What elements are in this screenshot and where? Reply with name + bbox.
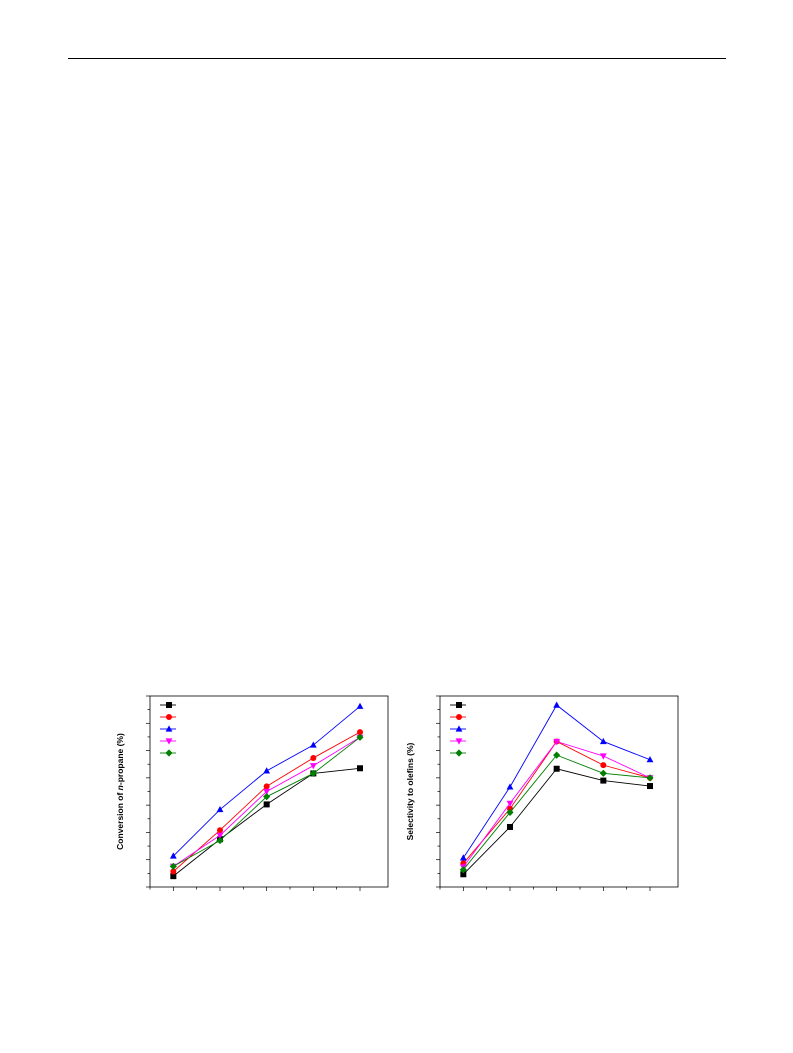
legend [450,702,466,757]
series-line [462,754,651,871]
data-point [216,836,224,845]
legend-marker [165,738,173,745]
data-point [357,765,363,772]
data-point [599,753,607,760]
data-point [507,823,513,830]
series-1 [460,765,653,878]
data-point [216,805,224,813]
legend-marker [455,738,463,745]
data-point [646,756,654,763]
series-2 [170,729,363,875]
series-line [173,705,361,857]
legend-marker [165,749,173,757]
data-point [357,729,363,736]
y-axis-label: Conversion of n-propane (%) [115,733,125,850]
data-point [310,754,317,761]
data-point [553,738,561,746]
data-point [506,800,514,807]
data-point [600,762,607,769]
data-point [356,702,364,709]
selectivity-chart: Selectivity to olefins (%) [400,690,690,905]
data-point [216,832,224,839]
legend-marker [456,714,462,720]
y-axis-label: Selectivity to olefins (%) [405,742,415,840]
series-line [462,740,651,864]
data-point [263,767,271,774]
data-point [309,769,317,778]
series-line [463,768,651,875]
data-point [309,763,317,770]
data-point [170,868,177,875]
data-point [170,873,177,880]
data-point [600,777,607,784]
data-point [553,701,561,708]
data-point [647,783,653,790]
data-point [506,783,514,790]
series-3 [459,701,654,861]
plot-frame [439,695,679,888]
data-point [309,741,317,748]
data-point [599,769,607,777]
data-point [459,854,467,861]
legend [160,702,176,757]
data-point [460,871,467,878]
legend-marker [166,702,172,708]
series-line [462,740,651,868]
series-3 [169,702,364,859]
data-point [217,827,223,834]
data-point [553,765,560,772]
legend-marker [165,725,173,732]
legend-marker [166,714,172,720]
header-rule [68,58,726,59]
conversion-chart-svg: Conversion of n-propane (%) [115,695,389,891]
legend-marker [455,725,463,732]
conversion-chart: Conversion of n-propane (%) [110,690,400,905]
data-point [169,852,177,859]
legend-marker [456,702,462,708]
legend-marker [455,749,463,757]
data-point [263,801,270,808]
series-1 [170,765,363,880]
data-point [263,788,271,796]
data-point [599,737,607,745]
selectivity-chart-svg: Selectivity to olefins (%) [405,695,679,891]
data-point [263,783,270,790]
data-point [356,733,364,741]
